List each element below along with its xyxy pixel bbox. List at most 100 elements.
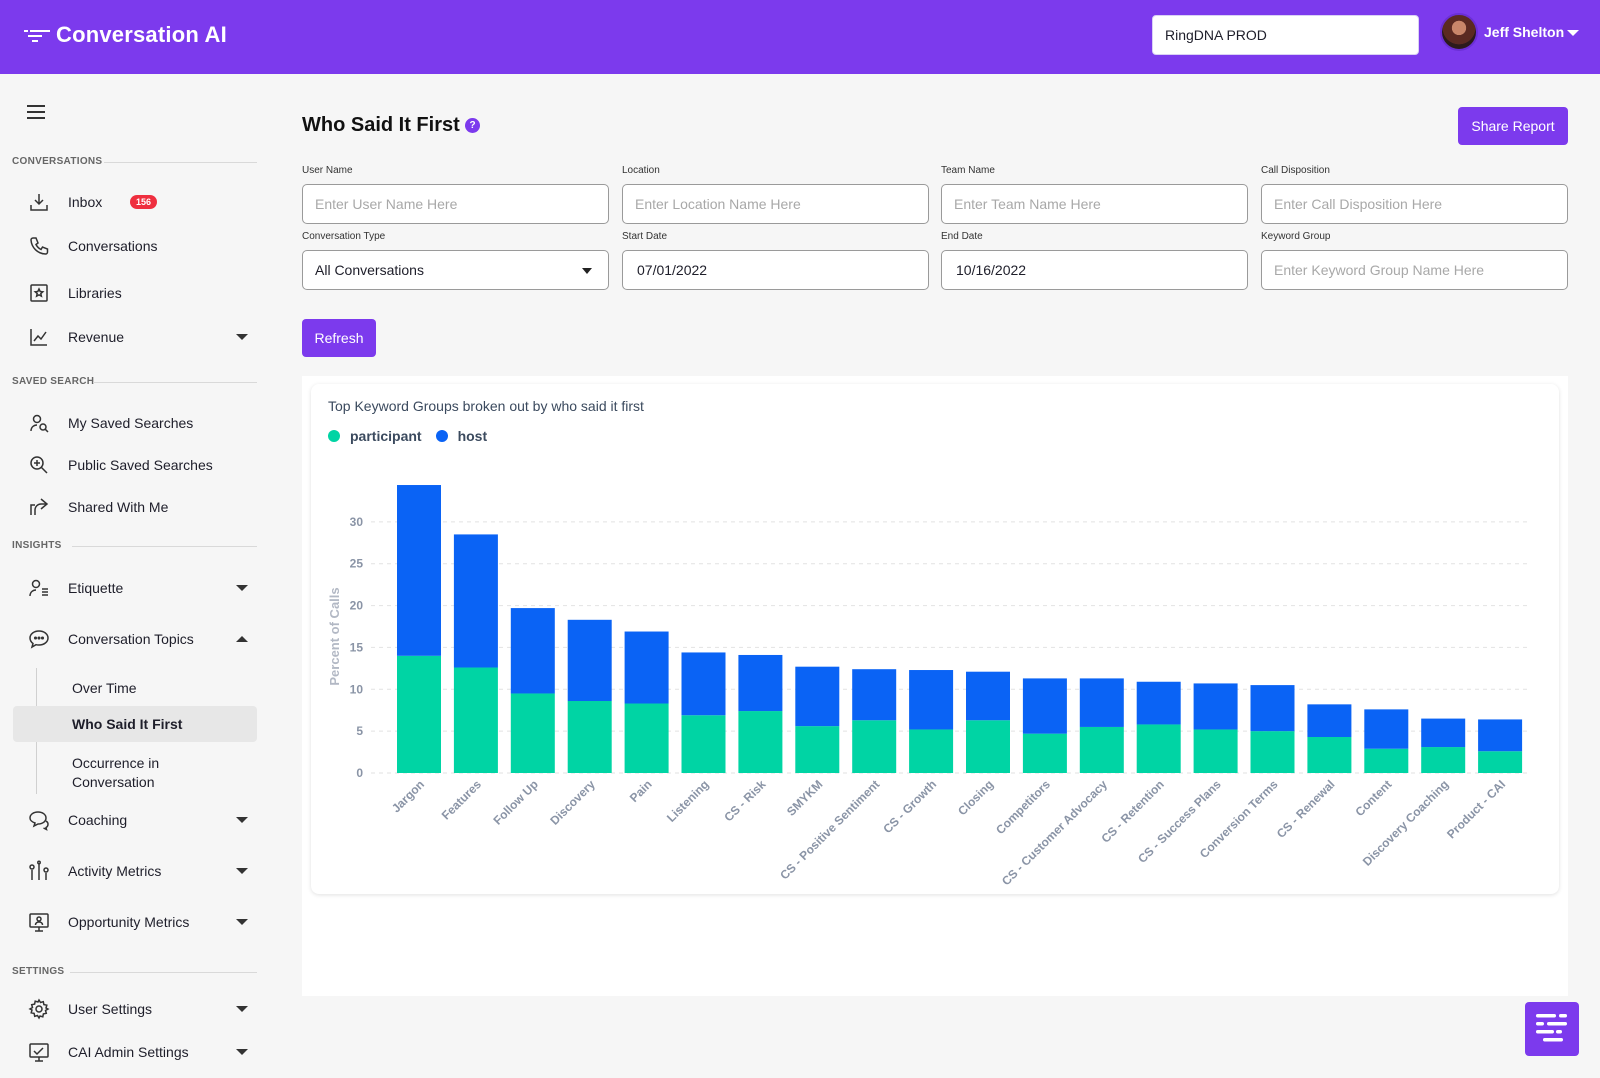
bar-participant[interactable] <box>1364 748 1409 773</box>
bar-host[interactable] <box>510 608 555 694</box>
keyword-group-input[interactable] <box>1274 262 1555 278</box>
bar-participant[interactable] <box>453 667 498 773</box>
bar-host[interactable] <box>567 619 612 702</box>
bar-participant[interactable] <box>1193 729 1238 773</box>
bar-host[interactable] <box>1307 704 1352 738</box>
bar-host[interactable] <box>1478 719 1523 752</box>
avatar[interactable] <box>1440 13 1478 51</box>
call-disposition-input[interactable] <box>1274 196 1555 212</box>
legend-label-host[interactable]: host <box>457 428 488 444</box>
start-date-field[interactable]: 07/01/2022 <box>622 250 929 290</box>
bar-participant[interactable] <box>1307 737 1352 773</box>
x-tick-label: Discovery <box>547 777 598 828</box>
keyword-group-field[interactable] <box>1261 250 1568 290</box>
bar-host[interactable] <box>397 485 441 656</box>
brand[interactable]: Conversation AI <box>24 22 227 48</box>
bar-host[interactable] <box>1250 685 1295 732</box>
sidebar-item-revenue[interactable]: Revenue <box>12 319 257 355</box>
sidebar-item-inbox[interactable]: Inbox 156 <box>12 184 257 220</box>
sidebar-subitem-occurrence-in-conversation[interactable]: Occurrence in Conversation <box>36 752 257 794</box>
sidebar-item-conversations[interactable]: Conversations <box>12 228 257 264</box>
sidebar-item-cai-admin-settings[interactable]: CAI Admin Settings <box>12 1034 257 1070</box>
sidebar-subitem-over-time[interactable]: Over Time <box>36 672 257 704</box>
app-name: Conversation AI <box>56 22 227 47</box>
bar-host[interactable] <box>1364 709 1409 749</box>
chevron-down-icon[interactable] <box>1567 30 1579 36</box>
bar-host[interactable] <box>795 666 840 727</box>
field-label-start-date: Start Date <box>622 231 668 242</box>
user-name-field[interactable] <box>302 184 609 224</box>
bar-participant[interactable] <box>795 726 840 773</box>
conversation-type-select[interactable]: All Conversations <box>302 250 609 290</box>
x-tick-label: Features <box>439 777 485 823</box>
team-name-field[interactable] <box>941 184 1248 224</box>
bar-participant[interactable] <box>1250 731 1295 773</box>
sidebar-item-etiquette[interactable]: Etiquette <box>12 570 257 606</box>
bar-participant[interactable] <box>1136 724 1181 773</box>
bar-host[interactable] <box>1421 718 1466 748</box>
bar-participant[interactable] <box>624 703 669 773</box>
chevron-down-icon[interactable] <box>582 268 592 274</box>
bar-participant[interactable] <box>397 655 441 773</box>
legend-label-participant[interactable]: participant <box>350 428 422 444</box>
stacked-bar-chart: 0 5 10 15 20 25 30 Percent of Calls Jargon Featur… <box>327 485 1531 888</box>
bar-host[interactable] <box>852 669 897 721</box>
divider <box>93 382 257 383</box>
chevron-down-icon[interactable] <box>236 334 248 340</box>
call-disposition-field[interactable] <box>1261 184 1568 224</box>
sidebar-item-libraries[interactable]: Libraries <box>12 275 257 311</box>
sidebar-item-shared-with-me[interactable]: Shared With Me <box>12 489 257 525</box>
org-selector[interactable]: RingDNA PROD <box>1152 15 1419 55</box>
sidebar-item-public-saved-searches[interactable]: Public Saved Searches <box>12 447 257 483</box>
location-field[interactable] <box>622 184 929 224</box>
x-tick-label: Pain <box>627 777 655 805</box>
bar-participant[interactable] <box>1421 747 1466 773</box>
chevron-up-icon[interactable] <box>236 636 248 642</box>
bar-participant[interactable] <box>1022 733 1067 773</box>
bar-participant[interactable] <box>909 729 954 773</box>
user-name[interactable]: Jeff Shelton <box>1484 24 1565 40</box>
x-tick-label: Competitors <box>993 777 1053 837</box>
sidebar-item-conversation-topics[interactable]: Conversation Topics <box>12 621 257 657</box>
bar-host[interactable] <box>1022 678 1067 734</box>
user-name-input[interactable] <box>315 196 596 212</box>
location-input[interactable] <box>635 196 916 212</box>
sidebar-item-opportunity-metrics[interactable]: Opportunity Metrics <box>12 904 257 940</box>
team-name-input[interactable] <box>954 196 1235 212</box>
refresh-button[interactable]: Refresh <box>302 319 376 357</box>
bar-participant[interactable] <box>1079 726 1124 773</box>
bar-participant[interactable] <box>966 720 1010 773</box>
bar-host[interactable] <box>909 670 954 730</box>
bar-host[interactable] <box>738 654 783 712</box>
chevron-down-icon[interactable] <box>236 1049 248 1055</box>
share-report-button[interactable]: Share Report <box>1458 107 1568 145</box>
sidebar-subitem-who-said-it-first[interactable]: Who Said It First <box>13 706 257 742</box>
help-icon[interactable]: ? <box>465 118 480 133</box>
bar-participant[interactable] <box>1478 751 1523 773</box>
sidebar-item-user-settings[interactable]: User Settings <box>12 991 257 1027</box>
bar-participant[interactable] <box>510 693 555 773</box>
chevron-down-icon[interactable] <box>236 585 248 591</box>
chevron-down-icon[interactable] <box>236 1006 248 1012</box>
bar-participant[interactable] <box>681 715 726 773</box>
sidebar-item-activity-metrics[interactable]: Activity Metrics <box>12 853 257 889</box>
bar-host[interactable] <box>453 534 498 668</box>
chevron-down-icon[interactable] <box>236 817 248 823</box>
sidebar-item-my-saved-searches[interactable]: My Saved Searches <box>12 405 257 441</box>
bar-participant[interactable] <box>567 701 612 773</box>
end-date-field[interactable]: 10/16/2022 <box>941 250 1248 290</box>
bar-host[interactable] <box>624 631 669 704</box>
bar-host[interactable] <box>1136 681 1181 725</box>
chevron-down-icon[interactable] <box>236 919 248 925</box>
bar-participant[interactable] <box>852 720 897 773</box>
hamburger-menu-icon[interactable] <box>27 105 45 119</box>
bar-participant[interactable] <box>738 711 783 773</box>
bar-host[interactable] <box>1193 683 1238 730</box>
bar-host[interactable] <box>1079 678 1124 727</box>
bar-host[interactable] <box>681 652 726 716</box>
chat-widget-button[interactable] <box>1525 1002 1579 1056</box>
sidebar-item-coaching[interactable]: Coaching <box>12 802 257 838</box>
bar-host[interactable] <box>966 671 1010 721</box>
field-label-call-disposition: Call Disposition <box>1261 165 1330 176</box>
chevron-down-icon[interactable] <box>236 868 248 874</box>
